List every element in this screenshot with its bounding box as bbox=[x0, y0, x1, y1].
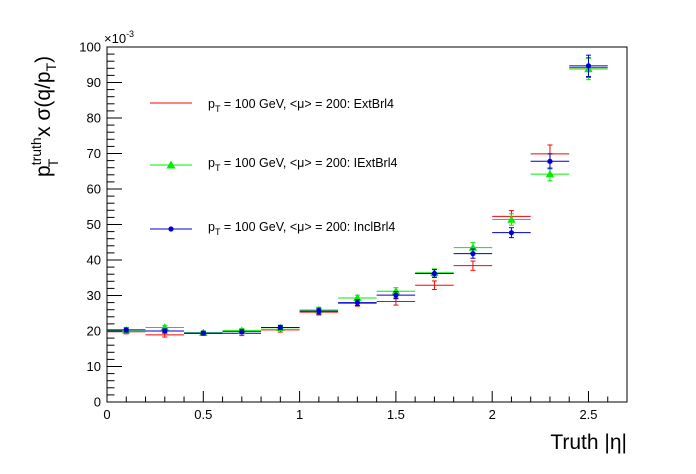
legend-entry-inclbrl4: pT = 100 GeV, <μ> = 200: InclBrl4 bbox=[150, 220, 395, 237]
y-axis-multiplier: ×10-3 bbox=[104, 29, 134, 46]
triangle-marker bbox=[545, 169, 555, 178]
legend-label-extbrl4-text: = 100 GeV, <μ> = 200: ExtBrl4 bbox=[220, 97, 394, 111]
data-point bbox=[261, 324, 300, 331]
circle-marker bbox=[470, 251, 476, 257]
circle-marker bbox=[431, 270, 438, 277]
circle-marker bbox=[123, 327, 129, 333]
y-axis-label-sub: T bbox=[45, 158, 61, 167]
legend-label-extbrl4: pT = 100 GeV, <μ> = 200: ExtBrl4 bbox=[208, 97, 394, 114]
circle-marker bbox=[316, 308, 322, 314]
data-point bbox=[184, 330, 223, 336]
y-tick-label: 100 bbox=[79, 40, 101, 55]
circle-marker bbox=[277, 324, 283, 331]
circle-marker bbox=[508, 230, 515, 236]
legend-entry-iextbrl4: pT = 100 GeV, <μ> = 200: IExtBrl4 bbox=[150, 156, 397, 173]
legend-label-inclbrl4-sub: T bbox=[215, 227, 221, 237]
y-tick-label: 10 bbox=[87, 359, 101, 374]
legend-entry-extbrl4: pT = 100 GeV, <μ> = 200: ExtBrl4 bbox=[150, 97, 394, 114]
circle-marker bbox=[585, 63, 592, 69]
data-point bbox=[530, 166, 570, 182]
circle-marker bbox=[547, 158, 553, 164]
data-point bbox=[453, 260, 493, 271]
legend-label-extbrl4-p: p bbox=[208, 97, 215, 111]
legend-label-iextbrl4-text: = 100 GeV, <μ> = 200: IExtBrl4 bbox=[220, 156, 397, 170]
y-tick-label: 50 bbox=[87, 217, 101, 232]
data-point bbox=[107, 327, 146, 333]
data-series bbox=[107, 54, 608, 338]
data-point bbox=[145, 328, 185, 334]
y-axis-label-p: p bbox=[32, 165, 55, 177]
data-point bbox=[492, 213, 531, 226]
x-tick-label: 1 bbox=[296, 407, 303, 422]
x-tick-label: 0 bbox=[103, 407, 110, 422]
y-tick-label: 90 bbox=[87, 75, 101, 90]
circle-marker bbox=[162, 328, 168, 334]
x-tick-label: 0.5 bbox=[194, 407, 212, 422]
x-tick-label: 2.5 bbox=[579, 407, 597, 422]
triangle-marker bbox=[507, 215, 516, 223]
data-point bbox=[415, 280, 454, 290]
legend-label-iextbrl4-p: p bbox=[208, 156, 215, 170]
circle-marker bbox=[354, 300, 360, 306]
circle-marker bbox=[239, 329, 245, 335]
series-inclbrl4 bbox=[107, 54, 608, 336]
legend-label-inclbrl4: pT = 100 GeV, <μ> = 200: InclBrl4 bbox=[208, 220, 395, 237]
data-point bbox=[299, 307, 339, 315]
y-tick-label: 20 bbox=[87, 324, 101, 339]
legend-label-iextbrl4-sub: T bbox=[215, 163, 221, 173]
y-axis-label-end: ) bbox=[32, 56, 55, 63]
x-tick-label: 2 bbox=[489, 407, 496, 422]
legend-marker-iextbrl4 bbox=[166, 160, 176, 169]
y-axis-multiplier-base: ×10 bbox=[104, 31, 126, 46]
x-axis-ticks: 0 0.5 1 1.5 2 2.5 bbox=[103, 391, 628, 422]
legend-label-iextbrl4: pT = 100 GeV, <μ> = 200: IExtBrl4 bbox=[208, 156, 397, 173]
x-tick-label: 1.5 bbox=[387, 407, 405, 422]
triangle-marker bbox=[391, 287, 401, 295]
y-tick-label: 70 bbox=[87, 146, 101, 161]
y-tick-label: 80 bbox=[87, 111, 101, 126]
data-point bbox=[415, 269, 454, 278]
y-tick-label: 60 bbox=[87, 182, 101, 197]
legend: pT = 100 GeV, <μ> = 200: ExtBrl4 pT = 10… bbox=[150, 97, 397, 237]
circle-marker bbox=[393, 292, 399, 298]
y-axis-label-sup: truth bbox=[28, 137, 44, 165]
data-point bbox=[569, 54, 608, 77]
data-point bbox=[222, 329, 262, 335]
x-axis-label: Truth |η| bbox=[550, 431, 627, 454]
circle-marker bbox=[200, 330, 206, 336]
data-point bbox=[453, 248, 493, 259]
y-tick-label: 0 bbox=[94, 395, 101, 410]
data-point bbox=[492, 227, 531, 239]
y-tick-label: 40 bbox=[87, 253, 101, 268]
legend-marker-inclbrl4 bbox=[168, 226, 174, 232]
legend-label-inclbrl4-p: p bbox=[208, 220, 215, 234]
data-point bbox=[338, 299, 377, 306]
data-point bbox=[376, 291, 416, 300]
y-axis-label-mid: x σ(q/p bbox=[32, 71, 55, 142]
y-tick-label: 30 bbox=[87, 288, 101, 303]
data-point bbox=[530, 153, 570, 170]
legend-label-inclbrl4-text: = 100 GeV, <μ> = 200: InclBrl4 bbox=[220, 220, 395, 234]
y-axis-ticks: 0 10 20 30 40 50 60 70 80 90 100 bbox=[79, 40, 122, 410]
y-axis-multiplier-exponent: -3 bbox=[126, 29, 134, 39]
y-axis-label-sub2: T bbox=[43, 62, 59, 71]
legend-label-extbrl4-sub: T bbox=[215, 104, 221, 114]
y-axis-label: ptruthT x σ(q/pT) bbox=[28, 56, 61, 177]
